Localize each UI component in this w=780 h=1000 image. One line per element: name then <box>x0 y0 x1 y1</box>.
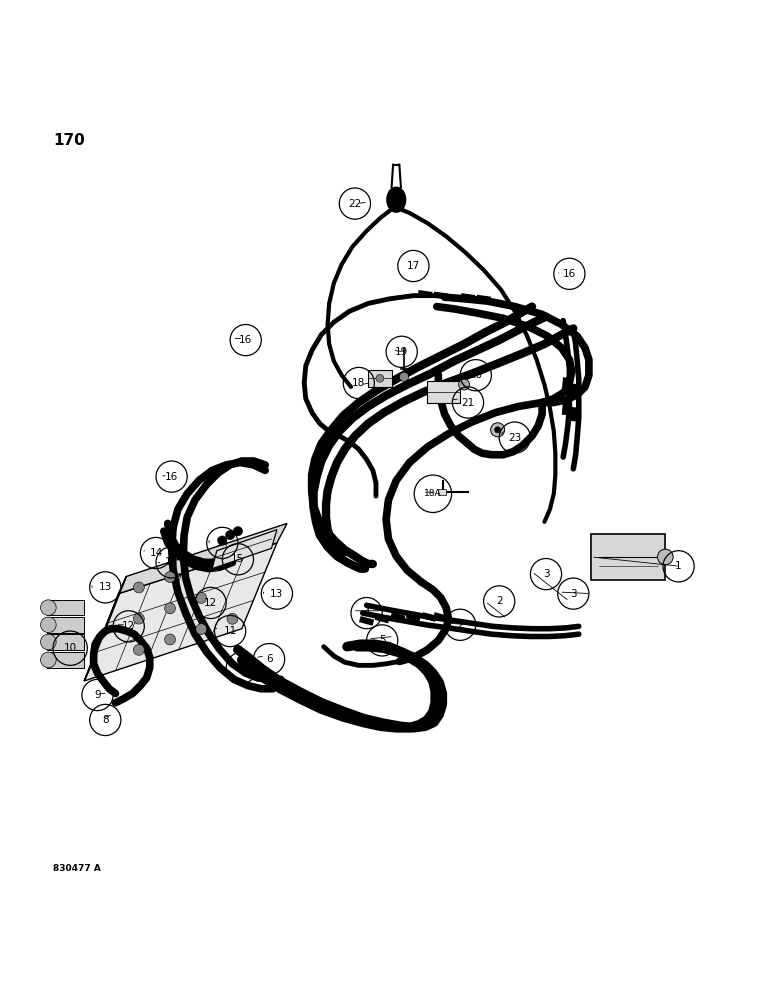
Polygon shape <box>212 530 277 569</box>
Circle shape <box>165 572 176 583</box>
Circle shape <box>41 634 56 650</box>
Polygon shape <box>84 543 277 681</box>
Polygon shape <box>119 523 287 594</box>
Bar <box>418 290 432 298</box>
Bar <box>438 489 446 495</box>
Circle shape <box>227 613 238 624</box>
Bar <box>562 377 569 392</box>
Bar <box>368 370 392 387</box>
Text: 14: 14 <box>150 548 162 558</box>
Text: 3: 3 <box>543 569 549 579</box>
Bar <box>461 293 475 301</box>
Circle shape <box>399 372 409 381</box>
Bar <box>433 612 448 622</box>
Text: 15: 15 <box>232 554 244 564</box>
Circle shape <box>233 527 243 536</box>
Text: 6: 6 <box>266 654 272 664</box>
Bar <box>569 407 577 421</box>
Circle shape <box>41 617 56 633</box>
Text: 9: 9 <box>94 690 101 700</box>
Circle shape <box>495 427 501 433</box>
Circle shape <box>133 613 144 624</box>
Text: 1: 1 <box>675 561 682 571</box>
Circle shape <box>41 600 56 615</box>
Circle shape <box>196 592 207 603</box>
Text: 18: 18 <box>353 378 365 388</box>
Polygon shape <box>387 187 406 212</box>
Text: 11: 11 <box>224 626 236 636</box>
Circle shape <box>225 530 235 540</box>
FancyBboxPatch shape <box>47 652 84 668</box>
Bar <box>406 612 421 622</box>
Text: 13: 13 <box>99 582 112 592</box>
Text: 830477 A: 830477 A <box>53 864 101 873</box>
Circle shape <box>376 374 384 382</box>
Text: 17: 17 <box>407 261 420 271</box>
Bar <box>434 292 448 300</box>
Bar <box>421 612 437 622</box>
Text: 12: 12 <box>122 621 135 631</box>
Circle shape <box>133 582 144 593</box>
Bar <box>359 616 374 626</box>
Circle shape <box>491 423 505 437</box>
Circle shape <box>218 536 227 545</box>
Text: 10: 10 <box>64 643 76 653</box>
FancyBboxPatch shape <box>47 600 84 615</box>
Text: 12: 12 <box>204 598 217 608</box>
Text: 14: 14 <box>216 538 229 548</box>
Text: 4: 4 <box>363 608 370 618</box>
Bar <box>390 612 406 622</box>
Circle shape <box>165 634 176 645</box>
Text: 8: 8 <box>102 715 108 725</box>
Text: 170: 170 <box>53 133 85 148</box>
Circle shape <box>165 603 176 614</box>
Text: 15: 15 <box>165 557 178 567</box>
Text: 18A: 18A <box>424 489 441 498</box>
Text: 20: 20 <box>470 370 482 380</box>
Bar <box>569 384 577 398</box>
Text: 5: 5 <box>379 635 385 645</box>
Text: 16: 16 <box>165 472 178 482</box>
Text: 2: 2 <box>496 596 502 606</box>
Text: 7: 7 <box>239 663 245 673</box>
Text: 2: 2 <box>457 620 463 630</box>
Bar <box>477 295 491 303</box>
Bar <box>427 381 460 402</box>
Circle shape <box>658 549 673 565</box>
Text: 13: 13 <box>271 589 283 599</box>
Circle shape <box>133 644 144 655</box>
FancyBboxPatch shape <box>47 617 84 633</box>
Text: 21: 21 <box>462 397 474 408</box>
FancyBboxPatch shape <box>591 534 665 580</box>
Bar <box>374 614 390 623</box>
FancyBboxPatch shape <box>47 634 84 650</box>
Text: 19: 19 <box>395 347 408 357</box>
Circle shape <box>196 624 207 635</box>
Polygon shape <box>84 576 126 681</box>
Text: 16: 16 <box>563 269 576 279</box>
Bar <box>562 401 569 415</box>
Circle shape <box>459 379 470 390</box>
Text: 22: 22 <box>349 199 361 209</box>
Text: 16: 16 <box>239 335 252 345</box>
Text: 23: 23 <box>509 433 521 443</box>
Circle shape <box>41 652 56 668</box>
Text: 3: 3 <box>570 589 576 599</box>
